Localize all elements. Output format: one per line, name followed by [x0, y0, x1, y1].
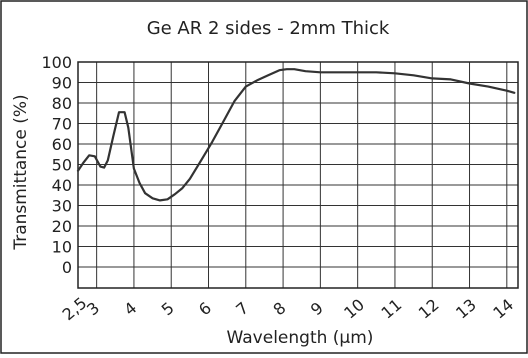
y-tick-label: 100: [41, 53, 72, 72]
transmittance-series-line: [76, 68, 516, 202]
y-tick-label: 90: [52, 74, 72, 93]
y-tick-label: 80: [52, 94, 72, 113]
y-tick-label: 30: [52, 197, 72, 216]
grid-lines: [77, 61, 518, 288]
y-axis-label: Transmittance (%): [11, 94, 31, 250]
y-tick-label: 50: [52, 156, 72, 175]
y-tick-label: 40: [52, 176, 72, 195]
y-tick-label: 10: [52, 238, 72, 257]
y-tick-label: 60: [52, 135, 72, 154]
y-tick-label: 20: [52, 217, 72, 236]
plot-frame: [77, 61, 519, 289]
chart-title: Ge AR 2 sides - 2mm Thick: [147, 18, 390, 39]
y-tick-label: 0: [62, 258, 72, 277]
x-axis-label: Wavelength (µm): [227, 328, 374, 348]
y-tick-label: 70: [52, 115, 72, 134]
